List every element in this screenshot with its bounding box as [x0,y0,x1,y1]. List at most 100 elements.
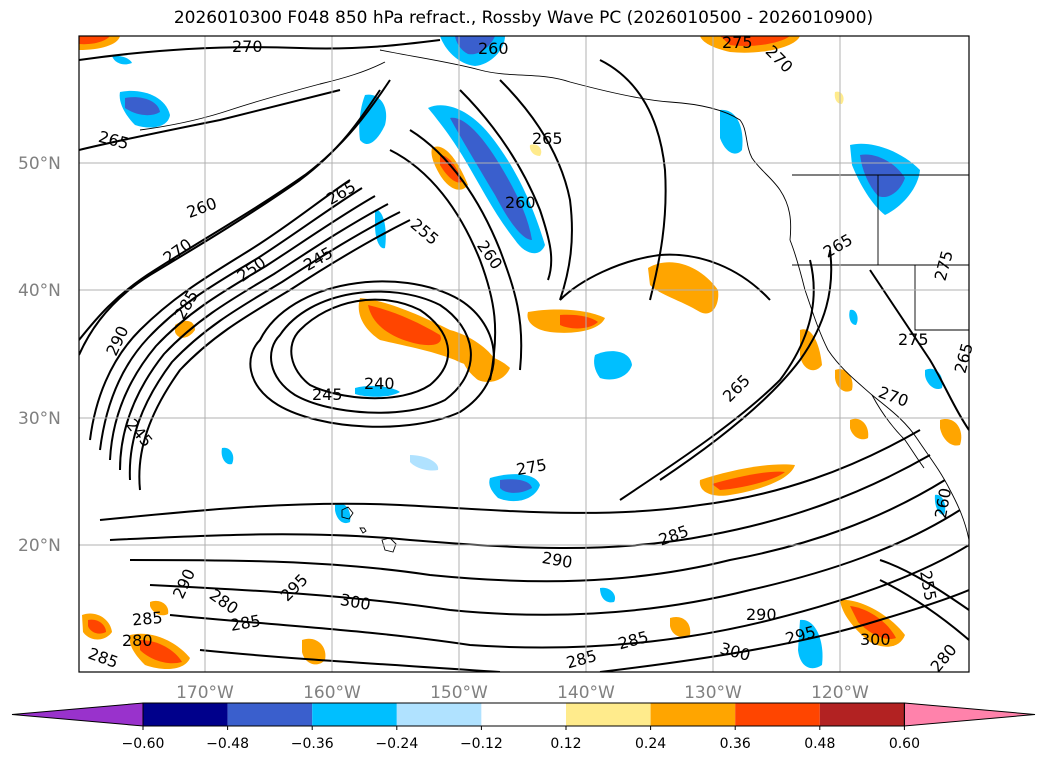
positive-anomaly [670,616,691,638]
lon-label: 150°W [430,683,488,703]
contour-line [599,589,969,672]
colorbar-tick-label: −0.48 [206,736,249,752]
negative-anomaly [221,447,234,465]
contour-line [599,59,667,301]
negative-anomaly [112,55,132,65]
contour-label: 275 [898,330,929,349]
map-panel [79,36,969,672]
positive-anomaly [302,638,326,665]
gridlines [79,36,969,672]
colorbar-tick-label: −0.60 [122,736,165,752]
colorbar-extend-low [11,702,144,727]
negative-anomaly [600,587,616,603]
positive-anomaly [560,314,598,329]
positive-anomaly [440,155,462,183]
colorbar-segment [143,703,228,726]
us-state-line [914,265,969,331]
positive-anomaly [368,305,441,346]
contour-line [128,211,401,481]
colorbar-frame [142,702,905,727]
colorbar-segment [819,703,905,726]
contour-label: 270 [232,37,263,56]
negative-anomaly [500,479,532,493]
positive-anomaly [800,329,822,371]
negative-anomaly [860,154,905,198]
contour-line [459,89,553,281]
contour-label: 240 [364,374,395,393]
positive-anomaly [720,36,790,46]
hawaii-island [359,527,367,534]
positive-anomaly [88,619,106,634]
lat-label: 30°N [18,409,61,429]
contour-line [149,509,961,616]
negative-anomaly [798,619,823,669]
hawaii-island [341,506,354,520]
lat-label: 40°N [18,281,61,301]
aleutian-islands [139,61,386,131]
contour-label: 300 [860,630,891,649]
contour-label: 285 [131,608,163,630]
contour-line [879,559,969,611]
lon-label: 170°W [176,683,234,703]
negative-anomaly [849,309,858,325]
contour-label: 260 [505,193,536,212]
lat-label: 20°N [18,536,61,556]
contour-line [290,298,449,400]
colorbar-tick-label: −0.12 [460,736,503,752]
contour-label: 280 [122,631,153,650]
negative-anomaly [594,351,632,380]
colorbar-segment [735,703,820,726]
colorbar-extend-high [903,702,1036,727]
contour-line [169,544,969,649]
contour-label: 290 [746,605,777,624]
colorbar-segment [481,703,566,726]
positive-anomaly [648,262,719,314]
contour-line [109,454,931,549]
contour-line [79,39,441,61]
contour-line [109,195,376,461]
contour-line [199,649,501,672]
colorbar-segment [566,703,651,726]
contour-line [89,179,351,441]
contour-line [138,219,411,491]
positive-anomaly [461,350,510,382]
colorbar-tick-label: 0.60 [889,736,920,752]
positive-anomaly [834,91,844,104]
colorbar-tick-label: −0.36 [291,736,334,752]
longitude-labels: 170°W 160°W 150°W 140°W 130°W 120°W [176,683,869,703]
contour-label: 265 [532,129,563,148]
colorbar: −0.60 −0.48 −0.36 −0.24 −0.12 0.12 0.24 0.36 0.4… [11,702,1036,752]
positive-anomaly [712,471,785,490]
positive-anomaly [940,419,962,446]
contour-label: 245 [312,385,343,404]
negative-anomaly [355,385,400,397]
lon-label: 120°W [811,683,869,703]
positive-anomaly [79,36,110,45]
negative-anomaly [410,455,439,471]
colorbar-tick-label: −0.24 [375,736,418,752]
lon-label: 140°W [557,683,615,703]
negative-anomaly [455,36,495,55]
negative-anomaly [450,117,532,240]
contour-line [270,290,472,414]
contour-line [249,280,495,428]
colorbar-segment [396,703,482,726]
positive-anomaly [140,640,182,664]
colorbar-segment [227,703,313,726]
colorbar-tick-label: 0.48 [804,736,835,752]
contour-line [79,89,341,151]
colorbar-tick-label: 0.24 [635,736,666,752]
positive-anomaly [175,320,195,338]
contour-line [409,129,523,371]
contour-line [99,429,921,521]
positive-anomaly [150,600,169,616]
colorbar-segment [312,703,397,726]
contour-lines [79,39,969,672]
positive-anomaly [529,144,542,156]
contour-line [99,187,363,451]
contour-line [619,259,815,501]
contour-label: 260 [478,39,509,58]
contour-line [869,269,969,431]
negative-anomaly [720,109,743,154]
